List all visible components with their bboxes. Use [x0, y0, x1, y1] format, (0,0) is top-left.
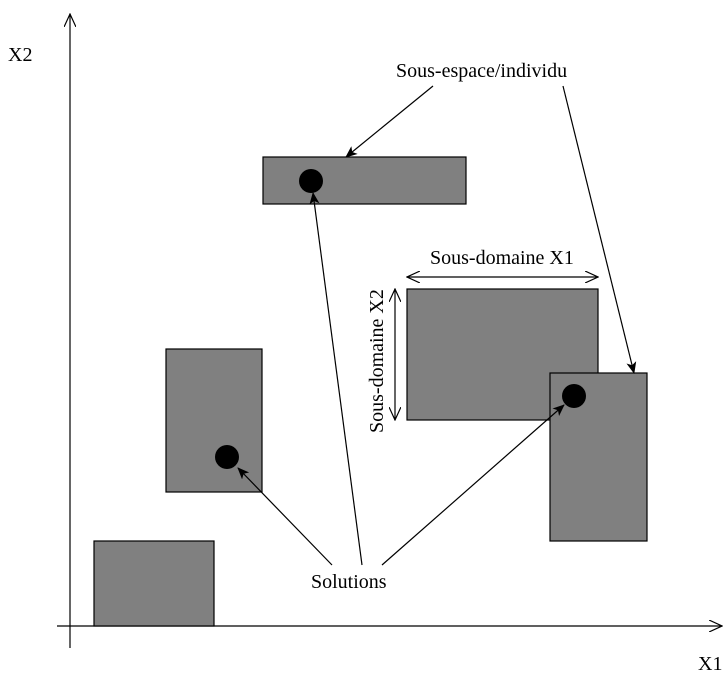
solution-pointer-top: [309, 192, 363, 566]
solution-pointer-right: [381, 404, 565, 566]
subspace-box-bottom-left: [93, 540, 215, 627]
subspace-pointer-top: [345, 85, 434, 158]
subspace-pointer-right: [562, 85, 637, 374]
x-axis-label: X1: [698, 653, 722, 674]
subspace-box-top: [262, 156, 467, 205]
subspace-label: Sous-espace/individu: [396, 60, 567, 82]
y-axis-label: X2: [8, 44, 32, 66]
solution-point-top: [299, 169, 323, 193]
solution-point-right: [562, 384, 586, 408]
subdomain-x2-label: Sous-domaine X2: [366, 289, 388, 433]
subdomain-x1-label: Sous-domaine X1: [430, 247, 574, 269]
solution-pointer-left: [237, 467, 333, 566]
solution-point-left: [215, 445, 239, 469]
subspace-box-left: [165, 348, 263, 493]
solutions-label: Solutions: [311, 571, 387, 593]
